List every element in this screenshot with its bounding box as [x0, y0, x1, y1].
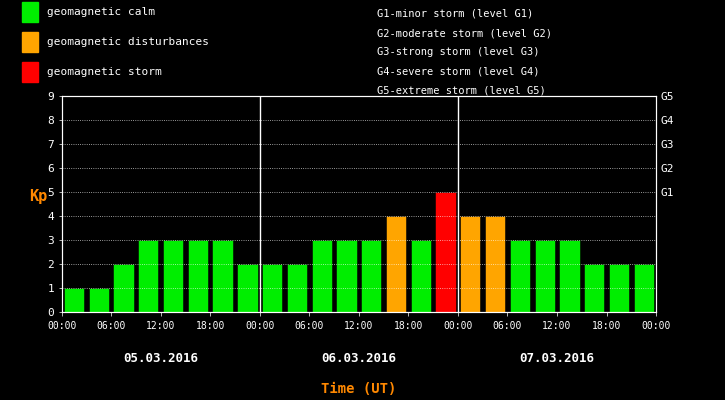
Bar — [559, 240, 579, 312]
Bar — [584, 264, 605, 312]
Text: geomagnetic calm: geomagnetic calm — [47, 7, 155, 17]
Text: G1-minor storm (level G1): G1-minor storm (level G1) — [377, 9, 534, 19]
Bar — [361, 240, 381, 312]
Bar — [163, 240, 183, 312]
Bar — [64, 288, 84, 312]
Bar — [88, 288, 109, 312]
Bar — [634, 264, 654, 312]
Bar — [312, 240, 332, 312]
Text: geomagnetic disturbances: geomagnetic disturbances — [47, 37, 209, 47]
Bar — [410, 240, 431, 312]
Bar — [460, 216, 481, 312]
Text: geomagnetic storm: geomagnetic storm — [47, 67, 162, 77]
Bar — [386, 216, 406, 312]
Text: G5-extreme storm (level G5): G5-extreme storm (level G5) — [377, 86, 546, 96]
Bar — [336, 240, 357, 312]
Bar — [436, 192, 456, 312]
Text: Time (UT): Time (UT) — [321, 382, 397, 396]
Bar — [510, 240, 530, 312]
Bar — [212, 240, 233, 312]
Text: 06.03.2016: 06.03.2016 — [321, 352, 397, 365]
Text: 05.03.2016: 05.03.2016 — [123, 352, 198, 365]
Text: G3-strong storm (level G3): G3-strong storm (level G3) — [377, 47, 539, 57]
Bar — [287, 264, 307, 312]
Text: G2-moderate storm (level G2): G2-moderate storm (level G2) — [377, 28, 552, 38]
Bar — [262, 264, 282, 312]
Text: 07.03.2016: 07.03.2016 — [520, 352, 594, 365]
Bar — [485, 216, 505, 312]
Bar — [534, 240, 555, 312]
Y-axis label: Kp: Kp — [29, 189, 47, 204]
Bar — [237, 264, 257, 312]
Bar — [113, 264, 133, 312]
Bar — [138, 240, 159, 312]
Bar — [188, 240, 208, 312]
Bar — [609, 264, 629, 312]
Text: G4-severe storm (level G4): G4-severe storm (level G4) — [377, 67, 539, 77]
